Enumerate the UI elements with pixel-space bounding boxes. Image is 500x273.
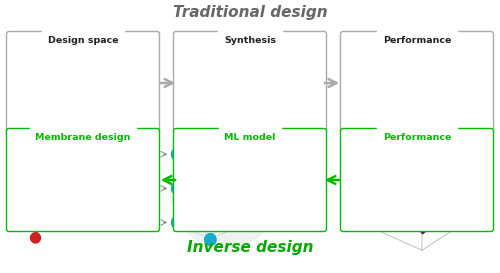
Circle shape xyxy=(256,71,266,82)
FancyBboxPatch shape xyxy=(340,31,494,135)
Circle shape xyxy=(266,202,280,216)
Circle shape xyxy=(95,194,102,201)
Circle shape xyxy=(82,217,88,224)
FancyBboxPatch shape xyxy=(6,129,160,232)
FancyBboxPatch shape xyxy=(174,31,326,135)
Bar xyxy=(55,73,78,107)
Text: X1: X1 xyxy=(37,54,50,63)
Bar xyxy=(124,107,146,141)
Circle shape xyxy=(170,147,184,161)
Bar xyxy=(32,107,55,141)
Bar xyxy=(9,107,32,141)
Circle shape xyxy=(257,72,265,81)
Text: Inverse design: Inverse design xyxy=(187,240,313,255)
Bar xyxy=(78,141,100,175)
Circle shape xyxy=(270,62,278,70)
Bar xyxy=(100,107,124,141)
Bar xyxy=(32,141,55,175)
Text: X2: X2 xyxy=(60,54,73,63)
Bar xyxy=(100,73,124,107)
Text: X3: X3 xyxy=(82,54,96,63)
Bar xyxy=(124,43,146,73)
Text: 2: 2 xyxy=(18,120,24,129)
FancyBboxPatch shape xyxy=(340,129,494,232)
Bar xyxy=(100,43,124,73)
Bar xyxy=(78,73,100,107)
Text: 3: 3 xyxy=(18,153,24,162)
Circle shape xyxy=(266,82,274,91)
Text: Traditional design: Traditional design xyxy=(172,5,328,20)
Text: Performance: Performance xyxy=(383,36,451,45)
Circle shape xyxy=(248,79,255,87)
FancyBboxPatch shape xyxy=(188,87,236,124)
Circle shape xyxy=(242,121,254,134)
Circle shape xyxy=(238,147,252,161)
Circle shape xyxy=(204,198,218,213)
Text: X5: X5 xyxy=(128,54,141,63)
Bar xyxy=(9,141,32,175)
FancyBboxPatch shape xyxy=(6,31,160,135)
Bar xyxy=(9,43,32,73)
Polygon shape xyxy=(19,161,82,171)
Circle shape xyxy=(266,164,280,179)
Text: 1: 1 xyxy=(18,86,24,95)
Text: X4: X4 xyxy=(106,54,119,63)
Bar xyxy=(124,73,146,107)
Circle shape xyxy=(30,233,40,243)
Bar xyxy=(78,107,100,141)
Bar xyxy=(55,107,78,141)
Text: Membrane design: Membrane design xyxy=(36,133,130,142)
Circle shape xyxy=(69,194,75,201)
Circle shape xyxy=(95,210,102,216)
Circle shape xyxy=(170,181,184,195)
Polygon shape xyxy=(19,147,92,161)
FancyBboxPatch shape xyxy=(183,92,230,129)
Circle shape xyxy=(170,215,184,230)
Bar xyxy=(78,43,100,73)
Bar xyxy=(55,141,78,175)
Text: ML model: ML model xyxy=(224,133,276,142)
Bar xyxy=(32,43,55,73)
Polygon shape xyxy=(178,145,286,169)
Circle shape xyxy=(204,164,218,179)
Circle shape xyxy=(170,135,280,248)
Text: Performance: Performance xyxy=(383,133,451,142)
Circle shape xyxy=(82,187,88,194)
Text: Synthesis: Synthesis xyxy=(224,36,276,45)
FancyBboxPatch shape xyxy=(174,129,326,232)
Circle shape xyxy=(238,215,252,230)
Bar xyxy=(55,43,78,73)
Circle shape xyxy=(204,133,218,148)
Bar xyxy=(100,141,124,175)
Bar xyxy=(32,73,55,107)
Circle shape xyxy=(238,181,252,195)
Text: Design space: Design space xyxy=(48,36,118,45)
Circle shape xyxy=(204,232,218,247)
Circle shape xyxy=(69,210,75,216)
Bar xyxy=(9,73,32,107)
Bar xyxy=(124,141,146,175)
